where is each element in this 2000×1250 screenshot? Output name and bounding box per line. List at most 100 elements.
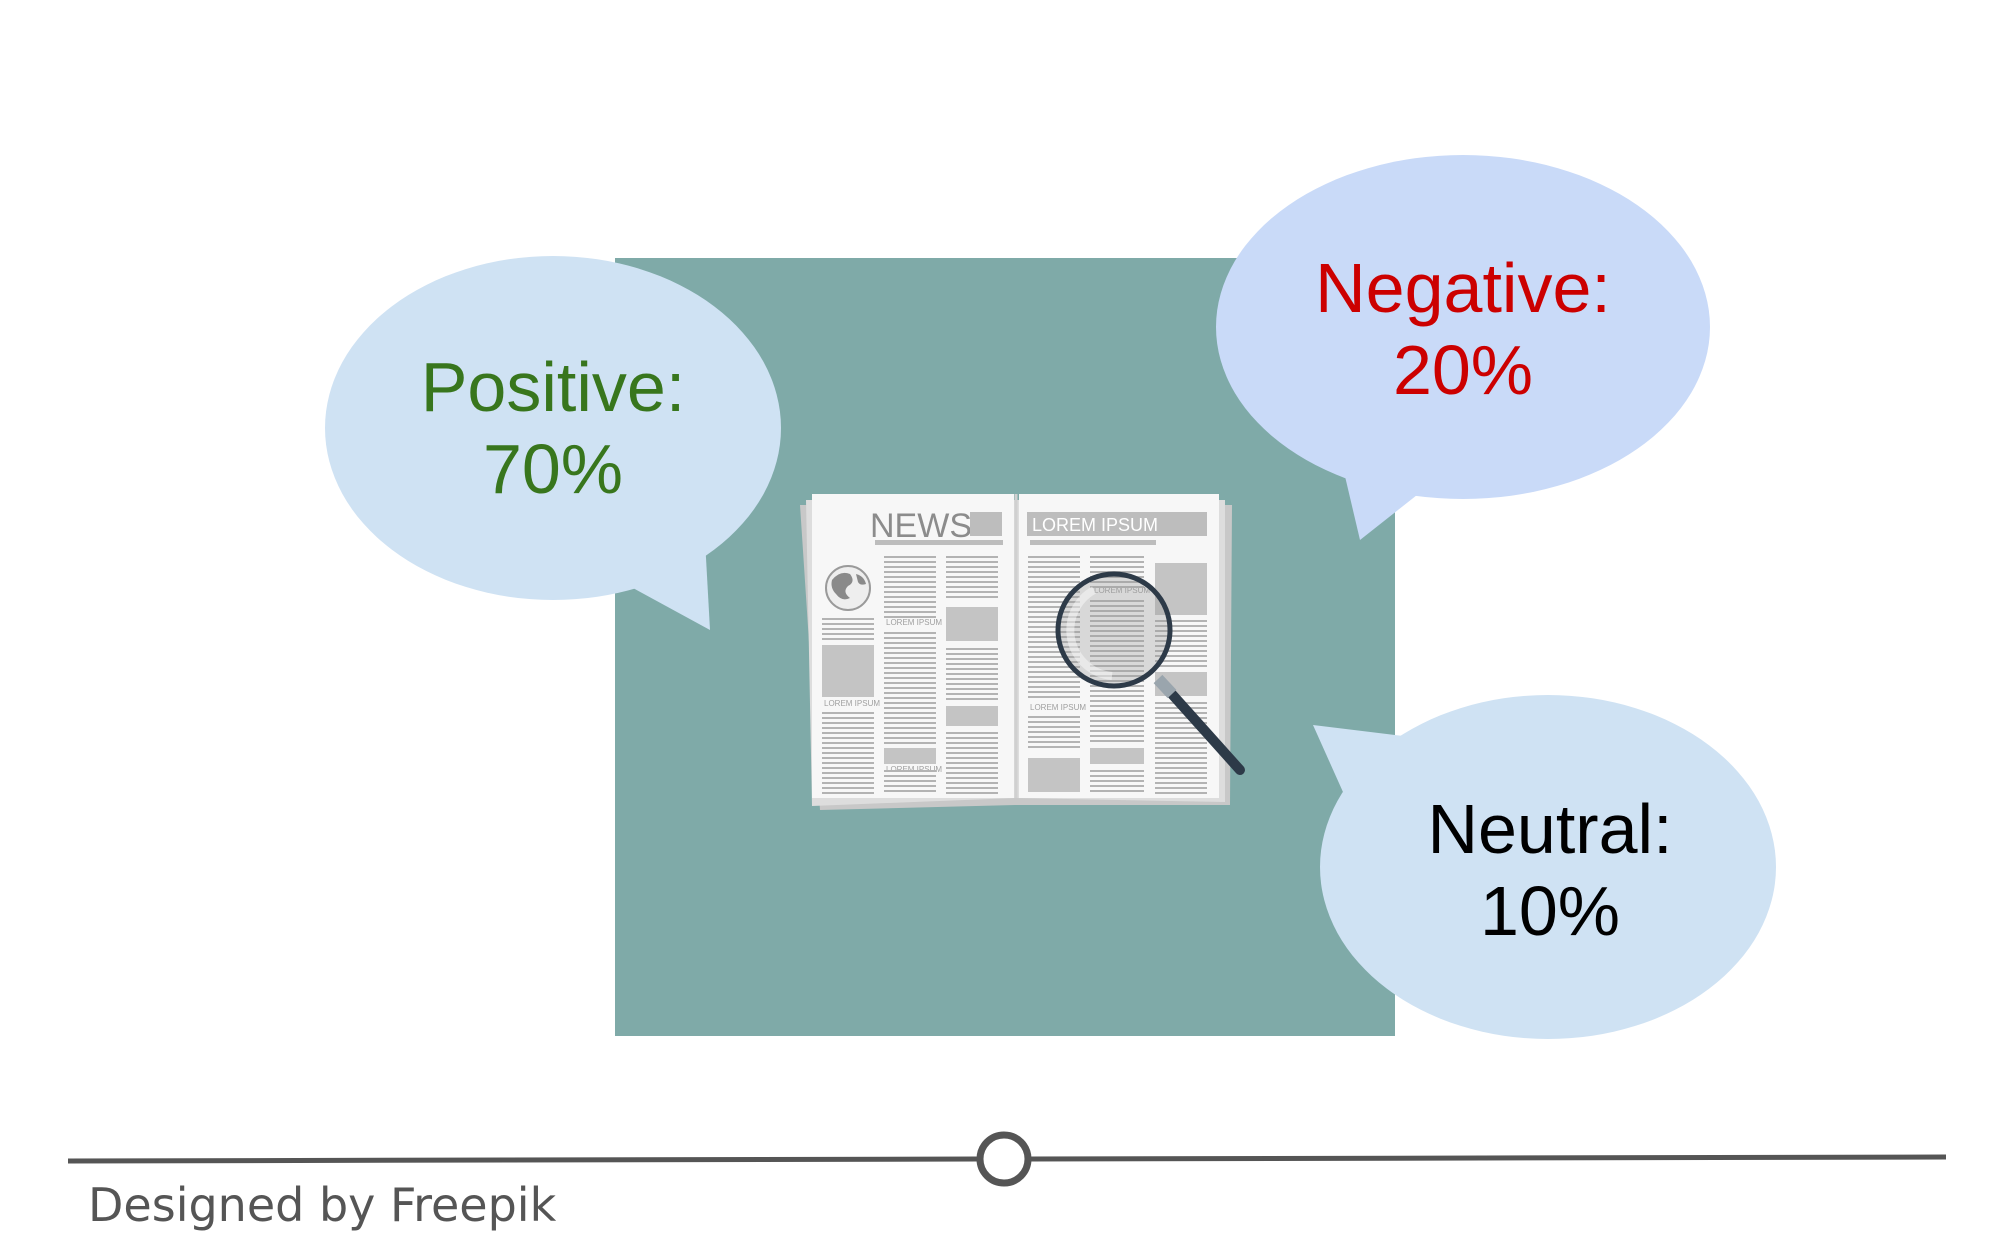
text-line (822, 742, 874, 744)
text-line (1028, 621, 1080, 623)
text-line (884, 556, 936, 558)
text-line (1028, 721, 1080, 723)
text-line (1028, 631, 1080, 633)
text-line (946, 668, 998, 670)
text-line (884, 632, 936, 634)
image-placeholder (946, 706, 998, 726)
text-line (946, 663, 998, 665)
text-line (884, 775, 936, 777)
text-line (822, 722, 874, 724)
text-line (1090, 625, 1144, 627)
text-line (946, 576, 998, 578)
neutral-label: Neutral: (1427, 790, 1673, 868)
text-line (884, 642, 936, 644)
text-line (884, 637, 936, 639)
positive-label: Positive: (420, 348, 686, 426)
text-line (946, 782, 998, 784)
text-line (1090, 780, 1144, 782)
text-line (1090, 605, 1144, 607)
text-line (1028, 646, 1080, 648)
text-line (884, 576, 936, 578)
text-line (1028, 556, 1080, 558)
text-line (822, 792, 874, 794)
text-line (946, 581, 998, 583)
text-line (1155, 645, 1207, 647)
text-line (822, 712, 874, 714)
text-line (1090, 695, 1144, 697)
text-line (1028, 626, 1080, 628)
text-line (884, 561, 936, 563)
text-line (1090, 561, 1144, 563)
image-placeholder (884, 748, 936, 764)
text-line (1028, 616, 1080, 618)
text-line (1090, 581, 1144, 583)
text-line (1090, 720, 1144, 722)
text-line (1090, 775, 1144, 777)
text-line (946, 653, 998, 655)
text-line (1155, 625, 1207, 627)
text-line (1028, 656, 1080, 658)
text-line (1028, 606, 1080, 608)
lorem-heading-rule (1030, 540, 1156, 545)
text-line (1090, 566, 1144, 568)
text-line (946, 757, 998, 759)
text-line (822, 752, 874, 754)
image-placeholder (822, 645, 874, 697)
text-line (1155, 660, 1207, 662)
text-line (822, 762, 874, 764)
small-caption: LOREM IPSUM (886, 765, 942, 774)
text-line (1090, 556, 1144, 558)
lorem-heading-bar (1027, 512, 1207, 536)
text-line (1155, 712, 1207, 714)
text-line (884, 596, 936, 598)
text-line (1028, 591, 1080, 593)
neutral-bubble (1313, 695, 1776, 1039)
text-line (884, 566, 936, 568)
lorem-heading: LOREM IPSUM (1032, 515, 1158, 535)
text-line (884, 586, 936, 588)
text-line (1090, 610, 1144, 612)
text-line (946, 566, 998, 568)
text-line (884, 657, 936, 659)
text-line (946, 556, 998, 558)
text-line (884, 687, 936, 689)
text-line (1028, 596, 1080, 598)
text-line (1090, 735, 1144, 737)
text-line (822, 767, 874, 769)
text-line (822, 628, 874, 630)
text-line (1090, 655, 1144, 657)
text-line (884, 742, 936, 744)
text-line (884, 591, 936, 593)
text-line (822, 633, 874, 635)
text-line (1028, 641, 1080, 643)
text-line (884, 616, 936, 618)
text-line (1028, 571, 1080, 573)
positive-text: Positive: 70% (393, 346, 713, 510)
text-line (946, 648, 998, 650)
text-line (884, 677, 936, 679)
text-line (946, 596, 998, 598)
text-line (1155, 777, 1207, 779)
footer-credit: Designed by Freepik (88, 1178, 557, 1232)
text-line (1155, 620, 1207, 622)
text-line (1155, 640, 1207, 642)
text-line (946, 688, 998, 690)
text-line (1155, 757, 1207, 759)
text-line (1155, 630, 1207, 632)
text-line (884, 647, 936, 649)
text-line (884, 727, 936, 729)
text-line (822, 737, 874, 739)
small-caption: LOREM IPSUM (824, 699, 880, 708)
text-line (884, 712, 936, 714)
text-line (1155, 655, 1207, 657)
text-line (946, 571, 998, 573)
text-line (1028, 581, 1080, 583)
text-line (1090, 770, 1144, 772)
text-line (822, 782, 874, 784)
text-line (946, 737, 998, 739)
text-line (884, 571, 936, 573)
text-line (884, 722, 936, 724)
text-line (1028, 686, 1080, 688)
text-line (884, 697, 936, 699)
text-line (1028, 611, 1080, 613)
